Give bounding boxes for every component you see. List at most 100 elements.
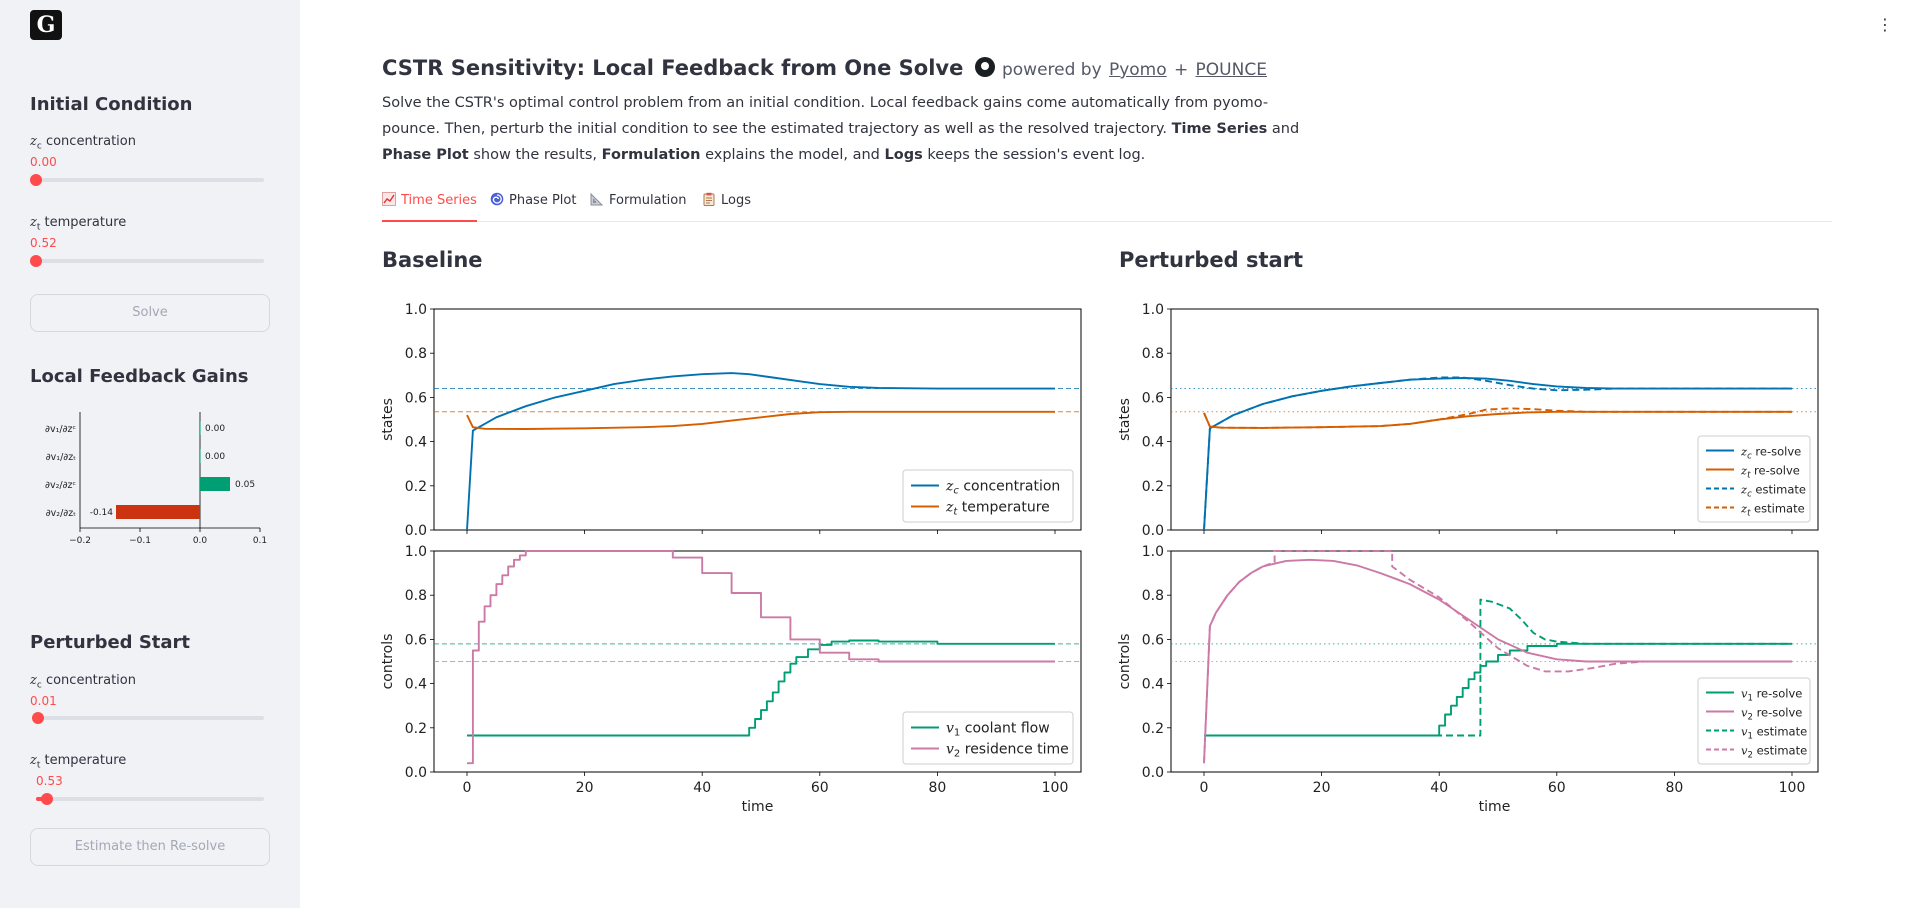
- zt-perturbed-slider[interactable]: [36, 793, 264, 805]
- series-line: [1203, 376, 1792, 531]
- legend-label: v1 re-solve: [1741, 687, 1802, 704]
- gains-bar-label: ∂v₂/∂zᶜ: [45, 480, 76, 491]
- gains-bar-label: ∂v₁/∂zᶜ: [45, 424, 76, 435]
- github-icon[interactable]: [974, 57, 995, 77]
- x-tick-label: 0: [1200, 780, 1209, 796]
- y-axis-label: states: [380, 398, 396, 441]
- tab-bar: Time Series Phase Plot Formulation Logs: [382, 190, 1832, 222]
- gains-bar-label: ∂v₂/∂zₜ: [46, 508, 76, 519]
- desc-part-2: show the results,: [468, 147, 602, 163]
- ruler-icon: [590, 192, 604, 206]
- y-tick-label: 0.6: [405, 632, 427, 648]
- x-tick-label: 80: [928, 780, 946, 796]
- legend-label: v1 coolant flow: [946, 721, 1050, 739]
- y-tick-label: 1.0: [1142, 302, 1164, 318]
- legend-label: zc estimate: [1740, 483, 1806, 500]
- y-tick-label: 0.8: [405, 346, 427, 362]
- y-tick-label: 0.4: [405, 677, 427, 693]
- series-line: [466, 372, 1055, 531]
- y-tick-label: 0.0: [405, 523, 427, 539]
- gains-bar: [200, 449, 201, 463]
- sidebar: G Initial Condition zc concentration 0.0…: [0, 0, 300, 908]
- y-axis-label: states: [1117, 398, 1133, 441]
- gains-x-tick-label: −0.2: [69, 536, 91, 546]
- legend-label: zt temperature: [945, 500, 1050, 518]
- tab-formulation[interactable]: Formulation: [590, 192, 686, 222]
- series-line: [467, 550, 1055, 765]
- zc-perturbed-value: 0.01: [30, 694, 57, 708]
- gains-bar-value: 0.05: [235, 480, 255, 490]
- tab-formulation-label: Formulation: [609, 193, 687, 208]
- tab-time-series[interactable]: Time Series: [382, 192, 477, 222]
- y-tick-label: 0.8: [1142, 588, 1164, 604]
- zt-initial-label: zt temperature: [30, 215, 127, 233]
- x-tick-label: 80: [1665, 780, 1683, 796]
- x-tick-label: 20: [576, 780, 594, 796]
- zc-perturbed-slider[interactable]: [32, 712, 264, 724]
- zt-perturbed-label-text: temperature: [44, 753, 127, 768]
- y-tick-label: 0.2: [405, 479, 427, 495]
- desc-bold-phase-plot: Phase Plot: [382, 147, 469, 163]
- series-line: [1203, 558, 1792, 764]
- chart-panel: 0.0 0.2 0.4 0.6 0.8 1.0 states zc concentration…: [380, 302, 1082, 539]
- x-tick-label: 40: [693, 780, 711, 796]
- zt-perturbed-thumb[interactable]: [41, 793, 54, 805]
- app-logo[interactable]: G: [30, 10, 62, 40]
- pyomo-link[interactable]: Pyomo: [1108, 60, 1167, 80]
- x-tick-label: 60: [1548, 780, 1566, 796]
- y-tick-label: 1.0: [405, 544, 427, 560]
- zc-initial-slider[interactable]: [30, 174, 264, 186]
- x-tick-label: 100: [1779, 780, 1806, 796]
- legend-box: [1697, 435, 1811, 523]
- legend-box: [902, 711, 1074, 765]
- tab-phase-plot[interactable]: Phase Plot: [490, 192, 576, 222]
- zc-perturbed-label: zc concentration: [30, 673, 136, 691]
- zt-initial-slider[interactable]: [30, 255, 264, 267]
- y-tick-label: 0.4: [405, 435, 427, 451]
- solve-button[interactable]: Solve: [30, 294, 270, 332]
- estimate-resolve-button[interactable]: Estimate then Re-solve: [30, 828, 270, 866]
- x-tick-label: 100: [1042, 780, 1069, 796]
- zt-initial-thumb[interactable]: [30, 255, 42, 267]
- perturbed-start-heading: Perturbed Start: [30, 632, 191, 653]
- gains-x-tick-label: 0.0: [193, 536, 208, 546]
- zc-perturbed-thumb[interactable]: [32, 712, 45, 724]
- y-tick-label: 0.8: [1142, 346, 1164, 362]
- main-menu-icon[interactable]: ⋮: [1877, 15, 1893, 34]
- pounce-link[interactable]: POUNCE: [1195, 60, 1267, 80]
- series-line: [1204, 642, 1792, 737]
- x-axis-label: time: [1479, 799, 1511, 815]
- tab-logs[interactable]: Logs: [702, 192, 751, 222]
- y-tick-label: 0.8: [405, 588, 427, 604]
- gains-bar-value: 0.00: [205, 452, 225, 462]
- desc-part-3: explains the model, and: [700, 147, 885, 163]
- gains-bar-label: ∂v₁/∂zₜ: [46, 452, 76, 463]
- gains-x-tick-label: −0.1: [129, 536, 151, 546]
- legend-label: v1 estimate: [1741, 725, 1807, 742]
- y-tick-label: 0.2: [405, 721, 427, 737]
- legend-label: zt estimate: [1740, 502, 1805, 519]
- chart-frame: [1170, 308, 1819, 531]
- legend-label: zc concentration: [945, 479, 1060, 497]
- zc-initial-value: 0.00: [30, 155, 57, 169]
- chart-panel: 0.0 0.2 0.4 0.6 0.8 1.0 0 20 40 60 80 100 time contro…: [380, 544, 1082, 815]
- series-line: [1204, 598, 1792, 737]
- zt-initial-label-text: temperature: [44, 215, 127, 230]
- series-line: [467, 639, 1055, 737]
- legend-box: [902, 469, 1074, 523]
- zc-initial-thumb[interactable]: [30, 174, 42, 186]
- perturbed-heading: Perturbed start: [1119, 248, 1304, 272]
- y-tick-label: 0.4: [1142, 677, 1164, 693]
- chart-legend: zc re-solve zt re-solve zc estimate zt esti…: [1697, 435, 1811, 523]
- x-tick-label: 40: [1430, 780, 1448, 796]
- powered-by-text: powered by: [1001, 60, 1102, 80]
- swirl-icon: [490, 192, 504, 206]
- series-line: [1203, 550, 1792, 764]
- clipboard-icon: [703, 192, 715, 206]
- chart-icon: [382, 192, 396, 206]
- desc-part-4: keeps the session's event log.: [922, 147, 1146, 163]
- legend-label: v2 residence time: [946, 742, 1069, 760]
- chart-panel: 0.0 0.2 0.4 0.6 0.8 1.0 0 20 40 60 80 100 time contro…: [1117, 544, 1819, 815]
- y-tick-label: 0.6: [405, 390, 427, 406]
